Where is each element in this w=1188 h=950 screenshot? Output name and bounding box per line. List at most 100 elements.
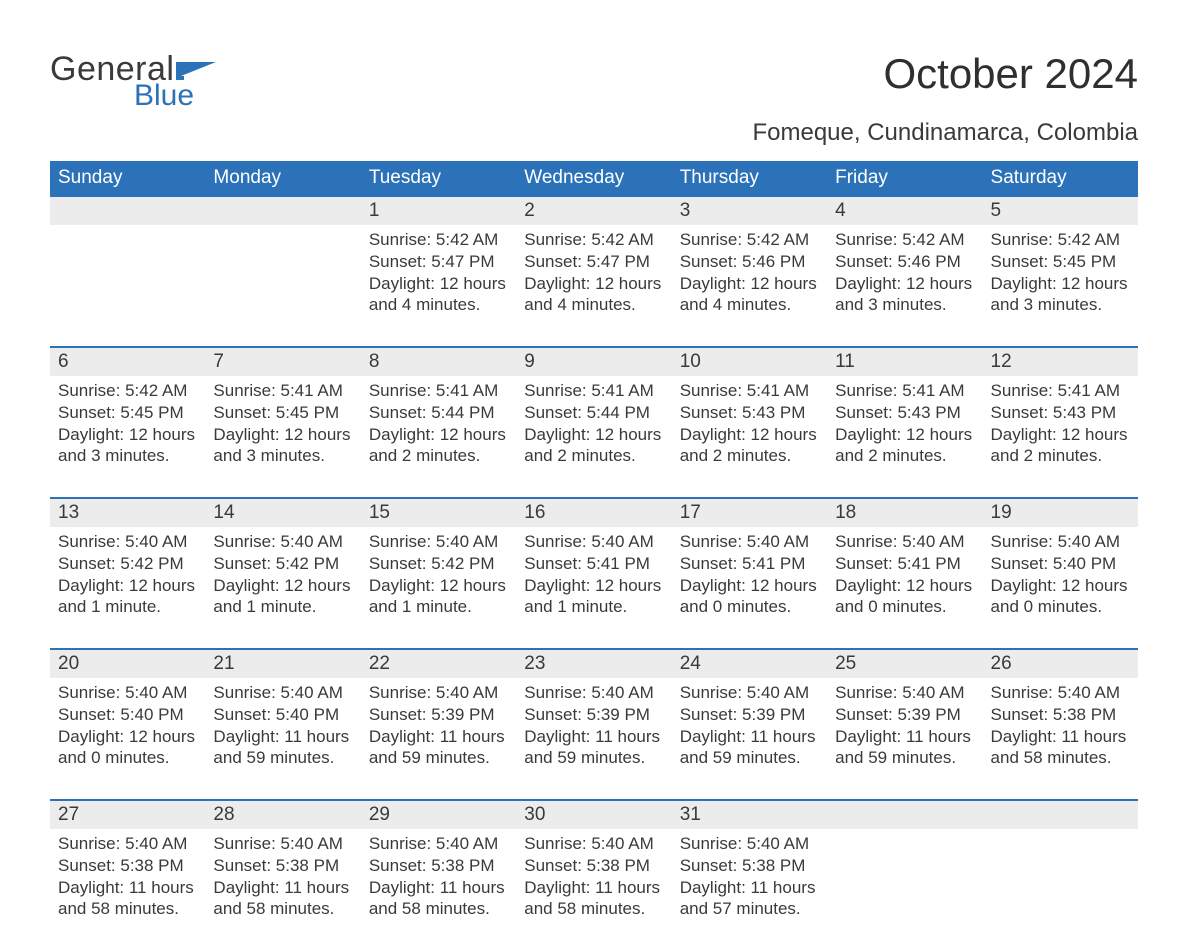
day-number-cell: 11 [827, 347, 982, 376]
day-detail-cell: Sunrise: 5:40 AMSunset: 5:38 PMDaylight:… [516, 829, 671, 950]
day-detail-cell: Sunrise: 5:40 AMSunset: 5:42 PMDaylight:… [361, 527, 516, 649]
day-detail-cell: Sunrise: 5:41 AMSunset: 5:44 PMDaylight:… [516, 376, 671, 498]
daylight-text: Daylight: 12 hours [991, 424, 1130, 446]
sunset-text: Sunset: 5:38 PM [991, 704, 1130, 726]
daylight-text: Daylight: 12 hours [991, 575, 1130, 597]
sunset-text: Sunset: 5:45 PM [213, 402, 352, 424]
day-detail-cell [205, 225, 360, 347]
day-detail-cell [983, 829, 1138, 950]
day-number-cell [827, 800, 982, 829]
day-number-cell: 1 [361, 196, 516, 225]
day-number: 28 [205, 801, 360, 829]
daylight-text: and 58 minutes. [369, 898, 508, 920]
sunset-text: Sunset: 5:38 PM [369, 855, 508, 877]
day-number: 22 [361, 650, 516, 678]
daylight-text: Daylight: 11 hours [58, 877, 197, 899]
day-number: 26 [983, 650, 1138, 678]
day-detail-cell: Sunrise: 5:42 AMSunset: 5:46 PMDaylight:… [672, 225, 827, 347]
day-number: 1 [361, 197, 516, 225]
week-detail-row: Sunrise: 5:42 AMSunset: 5:47 PMDaylight:… [50, 225, 1138, 347]
day-number: 16 [516, 499, 671, 527]
day-detail-cell [827, 829, 982, 950]
sunrise-text: Sunrise: 5:40 AM [58, 682, 197, 704]
day-number-cell: 20 [50, 649, 205, 678]
daylight-text: and 4 minutes. [369, 294, 508, 316]
day-number-cell: 9 [516, 347, 671, 376]
dayheader-sat: Saturday [983, 161, 1138, 196]
day-number-cell: 22 [361, 649, 516, 678]
day-detail-cell: Sunrise: 5:41 AMSunset: 5:43 PMDaylight:… [827, 376, 982, 498]
calendar-body: 12345Sunrise: 5:42 AMSunset: 5:47 PMDayl… [50, 196, 1138, 950]
sunrise-text: Sunrise: 5:40 AM [58, 531, 197, 553]
sunrise-text: Sunrise: 5:42 AM [991, 229, 1130, 251]
sunrise-text: Sunrise: 5:40 AM [991, 531, 1130, 553]
day-number-cell: 5 [983, 196, 1138, 225]
header-row: General Blue October 2024 [50, 50, 1138, 113]
brand-word-2: Blue [134, 79, 194, 113]
sunset-text: Sunset: 5:39 PM [369, 704, 508, 726]
day-number-cell: 28 [205, 800, 360, 829]
sunset-text: Sunset: 5:39 PM [835, 704, 974, 726]
day-number: 30 [516, 801, 671, 829]
day-detail-cell: Sunrise: 5:41 AMSunset: 5:43 PMDaylight:… [983, 376, 1138, 498]
sunset-text: Sunset: 5:39 PM [524, 704, 663, 726]
day-detail-cell: Sunrise: 5:42 AMSunset: 5:46 PMDaylight:… [827, 225, 982, 347]
daylight-text: and 58 minutes. [991, 747, 1130, 769]
daylight-text: and 57 minutes. [680, 898, 819, 920]
daylight-text: Daylight: 11 hours [213, 726, 352, 748]
day-detail-cell: Sunrise: 5:40 AMSunset: 5:40 PMDaylight:… [50, 678, 205, 800]
day-number: 31 [672, 801, 827, 829]
day-detail-cell: Sunrise: 5:40 AMSunset: 5:41 PMDaylight:… [672, 527, 827, 649]
day-detail-cell: Sunrise: 5:42 AMSunset: 5:45 PMDaylight:… [983, 225, 1138, 347]
sunset-text: Sunset: 5:43 PM [680, 402, 819, 424]
day-detail-cell: Sunrise: 5:41 AMSunset: 5:43 PMDaylight:… [672, 376, 827, 498]
sunset-text: Sunset: 5:43 PM [835, 402, 974, 424]
week-detail-row: Sunrise: 5:42 AMSunset: 5:45 PMDaylight:… [50, 376, 1138, 498]
day-number-cell: 6 [50, 347, 205, 376]
day-number-cell: 19 [983, 498, 1138, 527]
day-detail-cell: Sunrise: 5:40 AMSunset: 5:39 PMDaylight:… [361, 678, 516, 800]
daylight-text: Daylight: 12 hours [835, 575, 974, 597]
day-number-cell: 12 [983, 347, 1138, 376]
sunrise-text: Sunrise: 5:41 AM [369, 380, 508, 402]
day-number-cell: 25 [827, 649, 982, 678]
day-number-cell: 26 [983, 649, 1138, 678]
day-number: 17 [672, 499, 827, 527]
daylight-text: Daylight: 12 hours [524, 575, 663, 597]
sunset-text: Sunset: 5:47 PM [524, 251, 663, 273]
calendar-table: Sunday Monday Tuesday Wednesday Thursday… [50, 161, 1138, 950]
daylight-text: Daylight: 12 hours [213, 424, 352, 446]
day-detail-cell: Sunrise: 5:42 AMSunset: 5:45 PMDaylight:… [50, 376, 205, 498]
daylight-text: Daylight: 12 hours [369, 273, 508, 295]
sunset-text: Sunset: 5:46 PM [680, 251, 819, 273]
daylight-text: and 1 minute. [369, 596, 508, 618]
day-detail-cell: Sunrise: 5:40 AMSunset: 5:38 PMDaylight:… [205, 829, 360, 950]
sunrise-text: Sunrise: 5:42 AM [835, 229, 974, 251]
daylight-text: Daylight: 12 hours [835, 424, 974, 446]
calendar-page: General Blue October 2024 Fomeque, Cundi… [0, 0, 1188, 950]
day-number-cell: 27 [50, 800, 205, 829]
day-number-cell: 29 [361, 800, 516, 829]
day-number: 6 [50, 348, 205, 376]
day-number: 15 [361, 499, 516, 527]
sunrise-text: Sunrise: 5:41 AM [680, 380, 819, 402]
sunrise-text: Sunrise: 5:42 AM [369, 229, 508, 251]
daylight-text: and 2 minutes. [369, 445, 508, 467]
day-number: 10 [672, 348, 827, 376]
daylight-text: Daylight: 12 hours [58, 575, 197, 597]
sunrise-text: Sunrise: 5:40 AM [835, 531, 974, 553]
sunrise-text: Sunrise: 5:42 AM [58, 380, 197, 402]
sunset-text: Sunset: 5:38 PM [524, 855, 663, 877]
sunrise-text: Sunrise: 5:40 AM [680, 531, 819, 553]
day-number-cell: 2 [516, 196, 671, 225]
day-detail-cell: Sunrise: 5:42 AMSunset: 5:47 PMDaylight:… [516, 225, 671, 347]
dayheader-thu: Thursday [672, 161, 827, 196]
sunset-text: Sunset: 5:47 PM [369, 251, 508, 273]
dayheader-sun: Sunday [50, 161, 205, 196]
sunset-text: Sunset: 5:42 PM [213, 553, 352, 575]
daylight-text: Daylight: 12 hours [835, 273, 974, 295]
day-number: 24 [672, 650, 827, 678]
sunrise-text: Sunrise: 5:41 AM [835, 380, 974, 402]
sunset-text: Sunset: 5:44 PM [524, 402, 663, 424]
daylight-text: and 2 minutes. [524, 445, 663, 467]
